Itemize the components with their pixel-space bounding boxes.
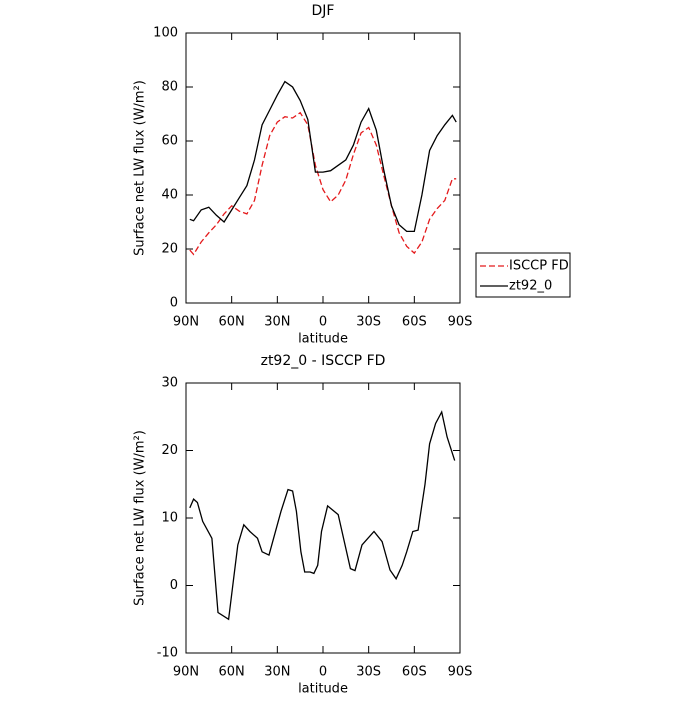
- x-tick-label: 0: [319, 665, 327, 680]
- y-axis-label: Surface net LW flux (W/m²): [133, 80, 148, 256]
- x-tick-label: 60S: [402, 665, 427, 680]
- plot-frame: [185, 32, 461, 304]
- x-tick-label: 60S: [402, 315, 427, 330]
- y-tick-label: 0: [170, 578, 178, 593]
- x-tick-label: 60N: [219, 315, 245, 330]
- x-tick-label: 30N: [264, 315, 290, 330]
- series-line: [189, 410, 456, 621]
- x-tick-label: 30N: [264, 665, 290, 680]
- x-tick-label: 30S: [356, 665, 381, 680]
- plot-frame: [185, 382, 461, 654]
- legend-label: ISCCP FD: [509, 259, 569, 274]
- legend-label: zt92_0: [509, 279, 552, 294]
- y-tick-label: 100: [153, 26, 178, 41]
- x-axis-label: latitude: [298, 332, 348, 347]
- y-tick-label: 20: [161, 242, 178, 257]
- y-tick-label: 30: [161, 376, 178, 391]
- x-tick-label: 30S: [356, 315, 381, 330]
- y-tick-label: 10: [161, 511, 178, 526]
- y-tick-label: 80: [161, 80, 178, 95]
- y-tick-label: 20: [161, 443, 178, 458]
- chart-title: DJF: [312, 3, 335, 19]
- x-tick-label: 90S: [448, 315, 473, 330]
- y-tick-label: -10: [157, 646, 178, 661]
- x-tick-label: 60N: [219, 665, 245, 680]
- series-line: [189, 80, 457, 233]
- y-tick-label: 0: [170, 296, 178, 311]
- x-tick-label: 0: [319, 315, 327, 330]
- y-axis-label: Surface net LW flux (W/m²): [133, 430, 148, 606]
- y-tick-label: 40: [161, 188, 178, 203]
- chart-title: zt92_0 - ISCCP FD: [261, 353, 386, 369]
- x-tick-label: 90S: [448, 665, 473, 680]
- series-line: [189, 111, 457, 256]
- y-tick-label: 60: [161, 134, 178, 149]
- legend-box: [475, 252, 571, 298]
- x-tick-label: 90N: [173, 315, 199, 330]
- x-axis-label: latitude: [298, 682, 348, 697]
- x-tick-label: 90N: [173, 665, 199, 680]
